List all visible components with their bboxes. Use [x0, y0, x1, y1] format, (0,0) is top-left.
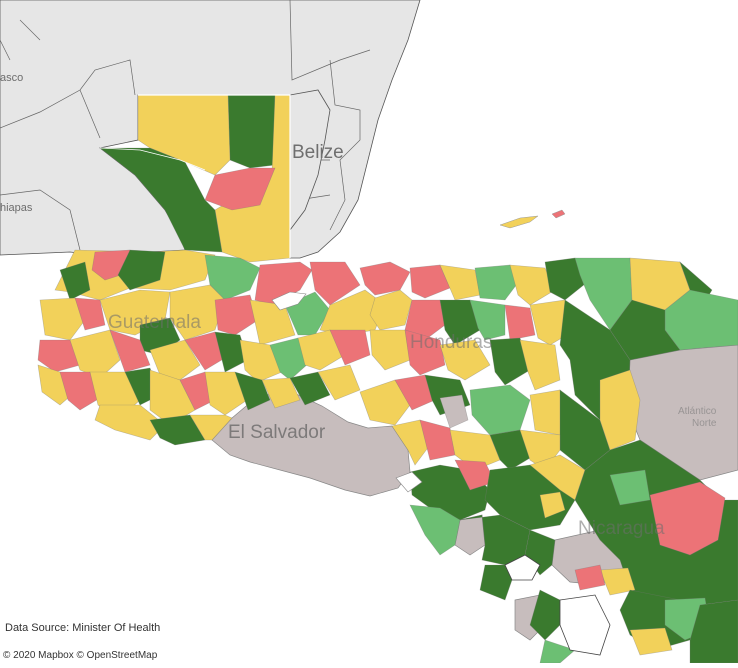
region-68[interactable] — [519, 339, 561, 391]
admin-regions[interactable] — [37, 94, 738, 664]
data-source-caption: Data Source: Minister Of Health — [5, 622, 161, 634]
region-43[interactable] — [94, 404, 166, 441]
region-17[interactable] — [169, 284, 226, 341]
region-14[interactable] — [74, 297, 106, 331]
region-9[interactable] — [59, 261, 91, 301]
region-41[interactable] — [289, 371, 331, 406]
region-57[interactable] — [369, 289, 413, 331]
region-12[interactable] — [309, 261, 361, 306]
region-42[interactable] — [317, 364, 361, 401]
region-25[interactable] — [149, 339, 201, 381]
region-30[interactable] — [297, 329, 346, 371]
region-39[interactable] — [234, 371, 271, 411]
region-18[interactable] — [214, 294, 259, 336]
region-87[interactable] — [609, 469, 651, 506]
region-59[interactable] — [439, 299, 481, 346]
region-50[interactable] — [509, 264, 556, 306]
region-65[interactable] — [404, 329, 446, 376]
region-23[interactable] — [69, 329, 121, 379]
region-91[interactable] — [539, 491, 566, 519]
belize-land — [289, 89, 331, 232]
region-45[interactable] — [189, 414, 233, 441]
region-40[interactable] — [261, 377, 301, 409]
bay-island-2[interactable] — [551, 209, 566, 219]
region-89[interactable] — [409, 504, 461, 556]
region-2[interactable] — [137, 94, 231, 176]
lake-managua — [504, 554, 541, 581]
region-8[interactable] — [117, 249, 166, 291]
region-58[interactable] — [404, 299, 446, 341]
region-32[interactable] — [37, 364, 76, 406]
bay-island-1[interactable] — [499, 215, 539, 229]
region-94[interactable] — [599, 567, 636, 596]
region-29[interactable] — [269, 337, 311, 381]
region-76[interactable] — [599, 369, 641, 451]
region-5[interactable] — [99, 147, 223, 253]
region-92[interactable] — [479, 564, 513, 601]
region-61[interactable] — [504, 304, 536, 341]
region-11[interactable] — [254, 261, 313, 306]
region-49[interactable] — [474, 264, 521, 301]
region-100[interactable] — [529, 589, 561, 641]
region-67[interactable] — [489, 337, 531, 386]
guatemala-peten-outline — [138, 94, 291, 258]
region-77[interactable] — [391, 419, 431, 466]
region-28[interactable] — [239, 339, 283, 383]
region-88[interactable] — [649, 481, 726, 556]
region-13[interactable] — [39, 297, 86, 341]
region-64[interactable] — [369, 329, 411, 371]
region-24[interactable] — [109, 329, 151, 373]
region-66[interactable] — [439, 339, 491, 381]
gulf-of-fonseca — [395, 471, 423, 493]
map-attribution[interactable]: © 2020 Mapbox © OpenStreetMap — [3, 650, 158, 661]
region-33[interactable] — [59, 371, 101, 411]
lake-nicaragua — [559, 594, 611, 656]
region-79[interactable] — [449, 429, 501, 471]
region-98[interactable] — [629, 627, 673, 656]
lake-izabal — [271, 291, 307, 311]
honduras-west-outline — [99, 147, 206, 171]
region-1[interactable] — [227, 94, 276, 169]
region-47[interactable] — [409, 264, 451, 299]
region-22[interactable] — [37, 339, 81, 373]
region-69[interactable] — [359, 379, 411, 426]
lake-area-nodata[interactable] — [454, 514, 486, 556]
region-31[interactable] — [329, 329, 371, 366]
region-60[interactable] — [469, 299, 506, 341]
region-95[interactable] — [574, 564, 606, 591]
region-72[interactable] — [439, 394, 469, 429]
region-44[interactable] — [149, 414, 206, 446]
